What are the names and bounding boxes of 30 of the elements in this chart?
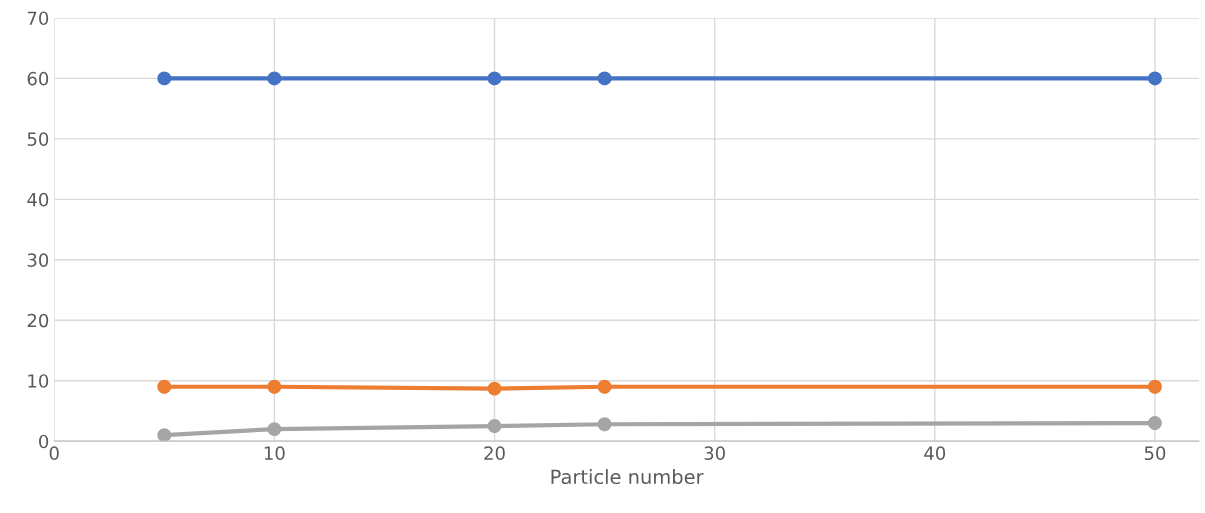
y-tick-label: 70: [27, 11, 49, 26]
point: [487, 419, 502, 434]
x-tick-label: 50: [1144, 446, 1166, 461]
point: [157, 428, 172, 442]
y-tick-label: 10: [28, 374, 49, 388]
point: [597, 71, 612, 86]
point: [267, 379, 282, 394]
point: [1148, 71, 1162, 86]
point: [487, 71, 502, 86]
y-tick-label: 60: [27, 71, 49, 86]
point: [267, 422, 282, 437]
y-tick-label: 30: [27, 253, 49, 267]
y-tick-label: 0: [39, 434, 49, 449]
point: [1148, 416, 1162, 430]
x-tick-label: 0: [49, 446, 59, 461]
x-axis-title: Particle number: [551, 469, 704, 485]
x-tick-label: 20: [484, 446, 505, 461]
point: [597, 417, 612, 432]
x-tick-label: 40: [924, 446, 946, 461]
point: [1148, 379, 1162, 394]
x-tick-label: 10: [264, 446, 285, 461]
point: [487, 381, 502, 396]
point: [597, 379, 612, 394]
point: [267, 71, 282, 86]
y-tick-label: 20: [27, 313, 49, 328]
y-tick-label: 50: [27, 132, 49, 146]
point: [157, 71, 172, 86]
x-tick-label: 30: [704, 446, 725, 461]
point: [157, 379, 172, 394]
y-tick-label: 40: [27, 192, 49, 207]
